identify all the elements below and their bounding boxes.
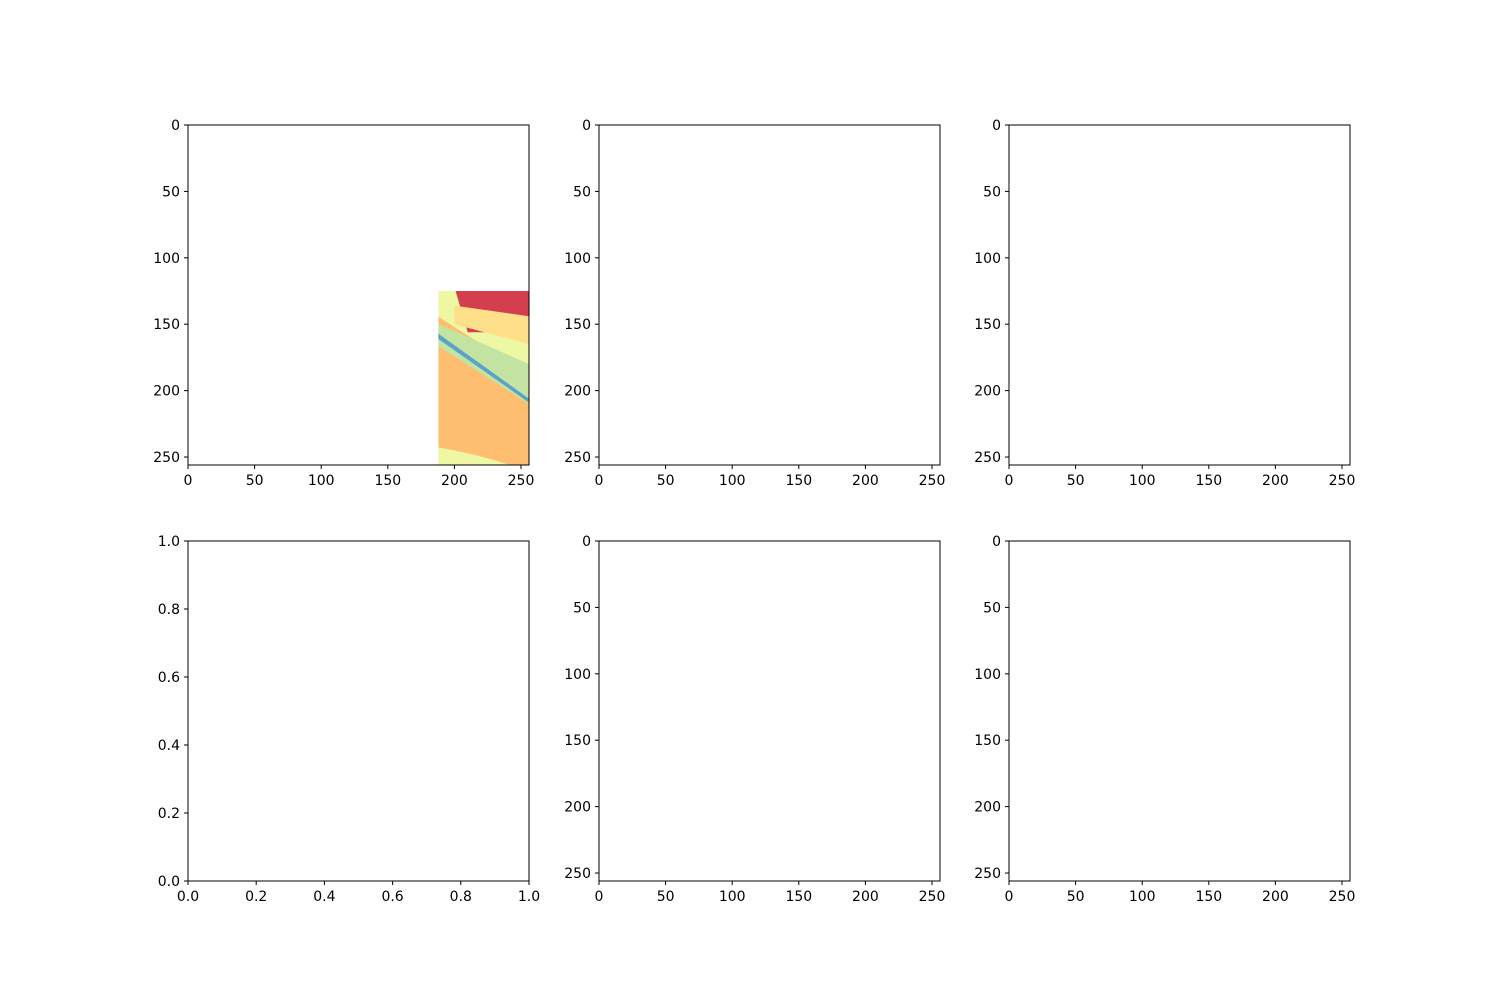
- y-tick-label: 0: [171, 118, 180, 134]
- y-tick-label: 0.4: [158, 738, 180, 754]
- x-tick-label: 100: [308, 473, 335, 489]
- y-tick-label: 200: [564, 384, 591, 400]
- x-tick-label: 100: [719, 473, 746, 489]
- y-tick-label: 50: [162, 184, 180, 200]
- x-tick-label: 50: [246, 473, 264, 489]
- x-tick-label: 250: [1329, 889, 1356, 905]
- y-tick-label: 100: [564, 667, 591, 683]
- x-tick-label: 250: [1329, 473, 1356, 489]
- y-tick-label: 0.2: [158, 806, 180, 822]
- x-tick-label: 0.6: [381, 889, 403, 905]
- x-tick-label: 100: [719, 889, 746, 905]
- x-tick-label: 250: [919, 473, 946, 489]
- y-tick-label: 50: [573, 600, 591, 616]
- y-tick-label: 250: [564, 866, 591, 882]
- y-tick-label: 200: [974, 384, 1001, 400]
- x-tick-label: 250: [508, 473, 535, 489]
- subplot-4: 0.0 0.2 0.4 0.6 0.8 1.0 0.0 0.2 0.4 0.6 0.8 1.0: [158, 534, 540, 905]
- x-tick-label: 0: [1005, 889, 1014, 905]
- x-tick-label: 150: [374, 473, 401, 489]
- x-tick-label: 200: [1262, 889, 1289, 905]
- y-tick-label: 250: [153, 450, 180, 466]
- x-tick-label: 150: [1195, 889, 1222, 905]
- x-tick-label: 50: [1067, 889, 1085, 905]
- axes-frame: [598, 124, 941, 466]
- y-tick-label: 250: [974, 866, 1001, 882]
- x-tick-label: 0: [595, 473, 604, 489]
- y-tick-label: 50: [573, 184, 591, 200]
- x-tick-label: 1.0: [518, 889, 540, 905]
- y-tick-label: 100: [153, 251, 180, 267]
- y-tick-label: 50: [983, 600, 1001, 616]
- y-tick-label: 100: [974, 251, 1001, 267]
- y-tick-label: 1.0: [158, 534, 180, 550]
- x-tick-label: 150: [785, 473, 812, 489]
- y-tick-label: 200: [974, 800, 1001, 816]
- y-tick-label: 250: [974, 450, 1001, 466]
- axes-frame: [1008, 540, 1351, 882]
- y-tick-label: 150: [564, 733, 591, 749]
- axes-frame: [1008, 124, 1351, 466]
- x-tick-label: 0.2: [245, 889, 267, 905]
- x-tick-label: 150: [1195, 473, 1222, 489]
- x-tick-label: 100: [1129, 473, 1156, 489]
- x-tick-label: 50: [1067, 473, 1085, 489]
- y-tick-label: 0.8: [158, 602, 180, 618]
- x-tick-label: 200: [441, 473, 468, 489]
- y-tick-label: 50: [983, 184, 1001, 200]
- x-tick-label: 200: [1262, 473, 1289, 489]
- x-tick-label: 0: [1005, 473, 1014, 489]
- axes-frame: [187, 124, 530, 466]
- y-tick-label: 0.0: [158, 874, 180, 890]
- segment-vegetation: [438, 447, 511, 465]
- y-tick-label: 100: [564, 251, 591, 267]
- y-tick-label: 0: [582, 534, 591, 550]
- y-tick-label: 150: [564, 317, 591, 333]
- y-tick-label: 0: [992, 534, 1001, 550]
- x-tick-label: 0: [184, 473, 193, 489]
- x-tick-label: 0.0: [177, 889, 199, 905]
- y-tick-label: 250: [564, 450, 591, 466]
- segmentation-image: [438, 291, 529, 465]
- axes-frame: [598, 540, 941, 882]
- y-tick-label: 200: [153, 384, 180, 400]
- x-tick-label: 150: [785, 889, 812, 905]
- x-tick-label: 200: [852, 473, 879, 489]
- y-tick-label: 0: [992, 118, 1001, 134]
- y-tick-label: 200: [564, 800, 591, 816]
- y-tick-label: 150: [974, 733, 1001, 749]
- y-tick-label: 100: [974, 667, 1001, 683]
- segment-fence: [454, 305, 529, 345]
- x-tick-label: 50: [657, 889, 675, 905]
- x-tick-label: 250: [919, 889, 946, 905]
- x-tick-label: 0.4: [313, 889, 335, 905]
- y-tick-label: 0.6: [158, 670, 180, 686]
- x-tick-label: 0.8: [450, 889, 472, 905]
- segment-edge: [438, 333, 529, 403]
- y-tick-label: 150: [974, 317, 1001, 333]
- x-tick-label: 0: [595, 889, 604, 905]
- y-tick-label: 150: [153, 317, 180, 333]
- x-tick-label: 100: [1129, 889, 1156, 905]
- x-tick-label: 50: [657, 473, 675, 489]
- y-tick-label: 0: [582, 118, 591, 134]
- x-tick-label: 200: [852, 889, 879, 905]
- axes-frame: [187, 540, 530, 882]
